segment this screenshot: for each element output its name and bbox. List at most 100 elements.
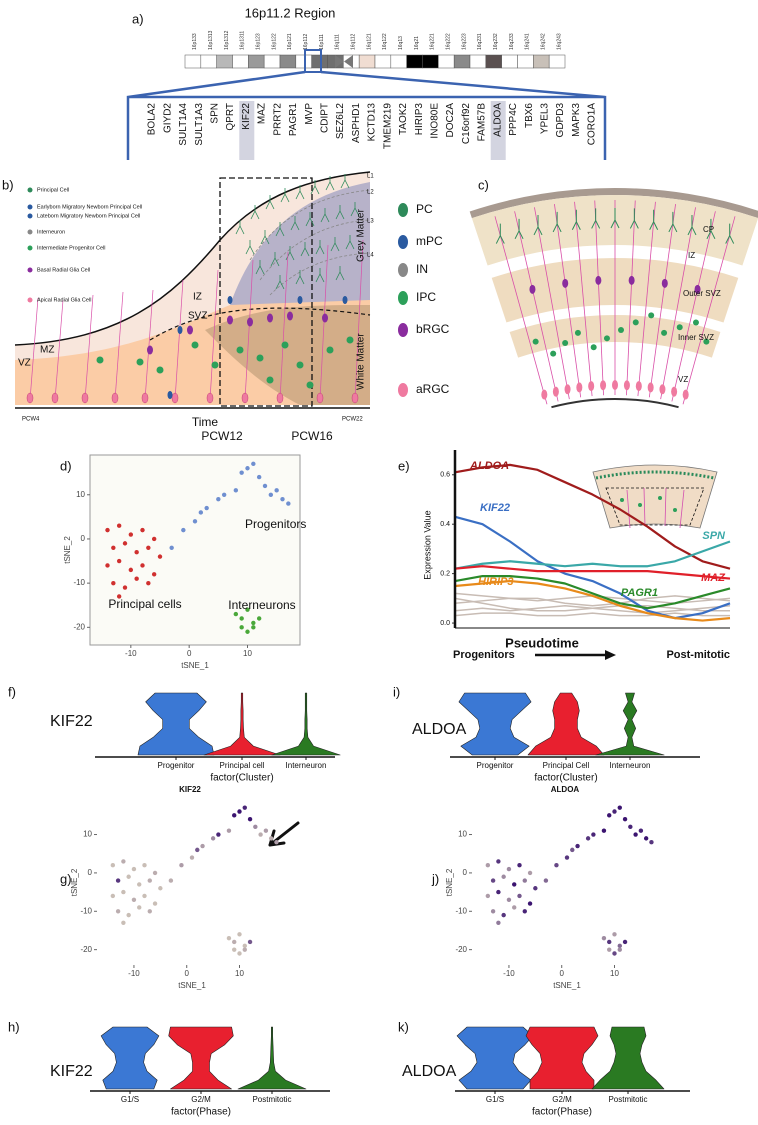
point — [142, 863, 147, 868]
neuron — [571, 209, 581, 230]
point — [140, 527, 145, 533]
point — [496, 859, 501, 864]
legend-icon — [398, 235, 408, 249]
legend-icon — [27, 204, 33, 210]
radial-fiber — [637, 201, 656, 397]
basal-glia — [287, 311, 293, 321]
progenitor — [96, 356, 104, 364]
point — [226, 828, 232, 833]
band-label: 16q222 — [446, 33, 452, 50]
legend-label: mPC — [416, 234, 443, 248]
point — [262, 483, 268, 489]
x-tick-label: 0 — [187, 649, 192, 658]
neuron — [687, 214, 697, 236]
axis-title: Time — [192, 415, 219, 429]
basal-glia — [147, 345, 153, 355]
band-label: 16q111 — [335, 34, 341, 50]
band — [232, 54, 249, 69]
point — [649, 840, 654, 845]
point — [612, 932, 617, 937]
panel-label: a) — [132, 11, 144, 26]
radial-fiber — [209, 269, 219, 401]
y-tick-label: 0 — [81, 534, 86, 543]
series-label: SPN — [702, 530, 726, 542]
gene-list: BOLA2 GIYD2 SULT1A4 SULT1A3 SPN QPRT KIF22 MAZ P… — [147, 101, 598, 160]
violin — [168, 1026, 234, 1090]
migrating-cell — [297, 296, 303, 304]
cell — [345, 235, 355, 250]
point — [622, 816, 628, 822]
legend-icon — [398, 323, 408, 337]
point — [245, 607, 250, 612]
legend-icon — [27, 297, 33, 303]
violin — [456, 1026, 534, 1090]
panel-label: e) — [398, 458, 410, 473]
x-tick-label: Interneuron — [286, 761, 327, 770]
cell — [235, 220, 245, 235]
band — [358, 54, 376, 69]
radial-glia — [276, 392, 284, 404]
gene-label: INO80E — [429, 103, 440, 139]
violin — [591, 1026, 665, 1090]
cell — [335, 266, 345, 281]
radial-fiber — [319, 244, 329, 401]
band — [469, 54, 487, 69]
panel-title: 16p11.2 Region — [245, 5, 336, 20]
point — [140, 563, 145, 568]
point — [501, 874, 506, 879]
progenitor — [136, 358, 144, 366]
x-tick-label: -10 — [503, 969, 515, 978]
band — [548, 54, 566, 69]
zone-label: Outer SVZ — [683, 289, 721, 298]
band — [216, 54, 233, 69]
point — [198, 510, 204, 515]
band-label: 16q233 — [509, 33, 515, 50]
gene-label: TAOK2 — [398, 103, 409, 135]
gene-label: KCTD13 — [367, 103, 378, 142]
panel-a: a) 16p11.2 Region 16p133 16p1313 16p1312 16… — [126, 5, 607, 160]
point — [607, 939, 612, 945]
x-tick-label: G2/M — [552, 1095, 572, 1104]
panel-label: c) — [478, 177, 489, 192]
legend-icon — [398, 383, 408, 397]
y-tick-label: 0.4 — [440, 521, 450, 528]
gene-label: C16orf92 — [461, 103, 472, 145]
gene-label: ALDOA — [402, 1063, 457, 1080]
point — [268, 492, 274, 497]
point — [247, 816, 253, 822]
series-label: HIRIP3 — [478, 576, 513, 588]
gene-label: GIYD2 — [162, 103, 173, 133]
point — [263, 828, 269, 833]
legend-label: aRGC — [416, 382, 450, 396]
point — [146, 580, 151, 586]
point — [570, 847, 575, 853]
plot-title: KIF22 — [179, 785, 201, 794]
cell — [315, 240, 325, 255]
point — [168, 878, 174, 883]
x-tick-label: Postmitotic — [608, 1095, 647, 1104]
layer-label: L1 — [367, 174, 374, 180]
point — [226, 935, 232, 941]
cell — [305, 212, 315, 227]
migrating-cell — [342, 296, 348, 304]
point — [126, 912, 131, 918]
point — [247, 939, 253, 945]
vz-surface — [551, 397, 679, 409]
x-tick-label: Principal Cell — [543, 761, 590, 770]
point — [195, 847, 200, 853]
band — [248, 54, 265, 69]
radial-glia — [647, 382, 654, 393]
radial-fiber — [244, 259, 254, 401]
cell — [260, 230, 270, 245]
radial-fiber — [514, 211, 559, 402]
zone-label: MZ — [40, 345, 54, 356]
gene-label: ASPHD1 — [351, 103, 362, 143]
radial-fiber — [554, 204, 582, 398]
violin — [525, 1026, 599, 1090]
x-axis-title: tSNE_1 — [181, 661, 209, 670]
point — [612, 951, 617, 956]
point — [116, 558, 122, 564]
x-tick-label: Progenitor — [158, 761, 195, 770]
x-tick-label: -10 — [128, 969, 140, 978]
violin — [137, 692, 215, 756]
